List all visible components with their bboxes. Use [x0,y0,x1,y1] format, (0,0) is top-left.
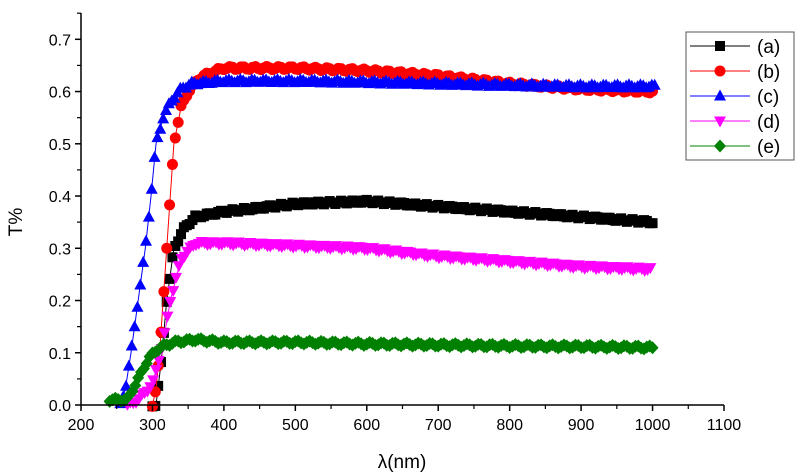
x-tick-label: 400 [211,417,238,434]
x-tick-label: 600 [353,417,380,434]
data-point [158,328,171,340]
legend-label: (b) [757,62,780,83]
data-point [153,380,164,391]
data-point [150,365,163,377]
data-point [172,116,184,128]
data-point [151,131,164,143]
legend-label: (e) [757,137,780,158]
x-tick-label: 300 [139,417,166,434]
y-tick-label: 0.1 [49,346,71,363]
data-point [164,273,175,284]
data-point [173,236,184,247]
data-point [161,296,172,307]
data-point [131,300,144,312]
data-point [140,234,153,246]
data-point [145,182,158,194]
axes: 200 300 400 500 600 700 800 900 1000 1100 0.0 0.1 0.… [49,12,742,434]
data-point [167,252,178,263]
series-b [146,60,659,412]
data-point [161,311,174,323]
data-point [147,375,160,387]
data-point [648,78,661,90]
data-point [137,255,150,267]
legend-label: (c) [757,87,779,108]
y-tick-label: 0.5 [49,137,71,154]
plot-area [103,60,661,412]
data-point [128,320,141,332]
data-point [167,286,180,298]
data-point [647,218,658,229]
y-tick-label: 0.0 [49,398,71,415]
x-tick-label: 900 [568,417,595,434]
legend-marker-circle-icon [714,65,726,77]
y-axis-label: T% [6,208,27,237]
data-point [164,199,176,211]
data-point [122,359,135,371]
series-a [147,194,658,412]
x-tick-label: 1000 [635,417,671,434]
data-point [157,112,170,124]
data-point [170,272,183,284]
data-point [644,263,657,275]
legend: (a) (b) (c) (d) (e) [685,31,795,161]
data-point [161,242,173,254]
data-point [176,229,187,240]
x-tick-label: 700 [425,417,452,434]
x-tick-label: 800 [496,417,523,434]
data-point [166,158,178,170]
x-tick-label: 200 [68,417,95,434]
y-tick-label: 0.4 [49,189,71,206]
data-point [120,379,133,391]
data-point [142,210,155,222]
data-point [125,339,138,351]
series-e [103,332,659,408]
y-tick-label: 0.2 [49,294,71,311]
legend-marker-square-icon [715,41,725,51]
y-tick-label: 0.3 [49,241,71,258]
legend-label: (d) [757,112,780,133]
series-line [152,200,653,406]
series-line [151,67,653,406]
series-d [121,237,657,411]
data-point [172,261,185,273]
x-tick-label: 500 [282,417,309,434]
legend-marker-triangle-down-icon [714,116,726,128]
y-tick-label: 0.7 [49,32,71,49]
x-axis-label: λ(nm) [378,452,427,473]
data-point [154,122,167,134]
x-tick-label: 1100 [707,417,742,434]
legend-marker-diamond-icon [714,139,726,153]
data-point [160,103,173,115]
data-point [148,150,161,162]
data-point [646,341,659,355]
series-c [114,73,661,409]
data-point [152,355,165,367]
data-point [134,278,147,290]
y-tick-label: 0.6 [49,85,71,102]
data-point [164,297,177,309]
data-point [169,132,181,144]
data-point [158,286,170,298]
legend-label: (a) [757,37,780,58]
legend-marker-triangle-up-icon [714,89,726,101]
